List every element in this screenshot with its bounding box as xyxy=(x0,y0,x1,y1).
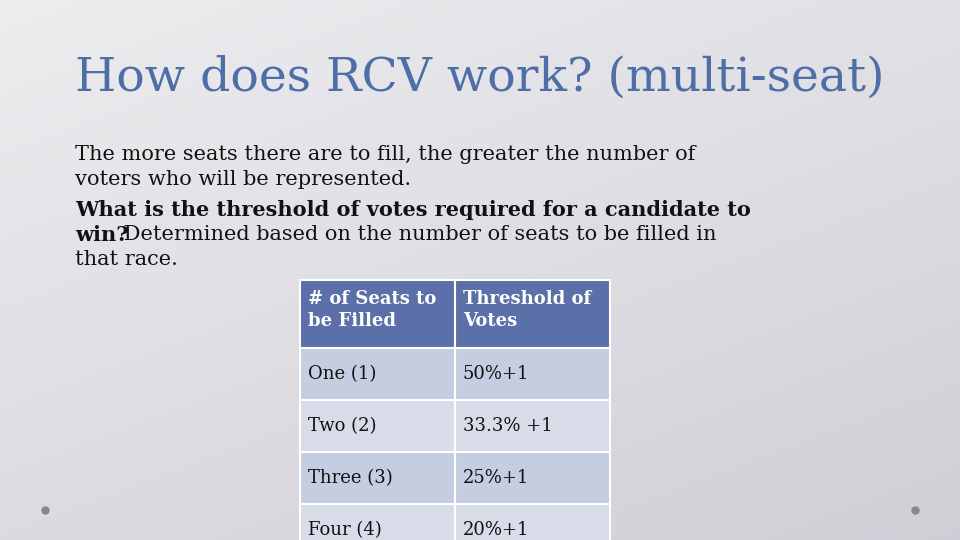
Text: Two (2): Two (2) xyxy=(308,417,376,435)
Bar xyxy=(455,452,610,504)
Bar xyxy=(300,280,455,348)
Bar xyxy=(300,504,455,540)
Text: How does RCV work? (multi-seat): How does RCV work? (multi-seat) xyxy=(75,55,884,100)
Text: 25%+1: 25%+1 xyxy=(463,469,529,487)
Text: Three (3): Three (3) xyxy=(308,469,393,487)
Text: Threshold of
Votes: Threshold of Votes xyxy=(463,290,591,330)
Text: Determined based on the number of seats to be filled in: Determined based on the number of seats … xyxy=(117,225,716,244)
Text: win?: win? xyxy=(75,225,129,245)
Bar xyxy=(455,504,610,540)
Bar xyxy=(455,400,610,452)
Text: that race.: that race. xyxy=(75,250,178,269)
Text: One (1): One (1) xyxy=(308,365,376,383)
Text: 20%+1: 20%+1 xyxy=(463,521,530,539)
Text: # of Seats to
be Filled: # of Seats to be Filled xyxy=(308,290,437,330)
Bar xyxy=(455,348,610,400)
Text: voters who will be represented.: voters who will be represented. xyxy=(75,170,411,189)
Text: What is the threshold of votes required for a candidate to: What is the threshold of votes required … xyxy=(75,200,751,220)
Bar xyxy=(300,452,455,504)
Bar xyxy=(300,348,455,400)
Bar xyxy=(455,280,610,348)
Text: Four (4): Four (4) xyxy=(308,521,382,539)
Text: 33.3% +1: 33.3% +1 xyxy=(463,417,553,435)
Text: The more seats there are to fill, the greater the number of: The more seats there are to fill, the gr… xyxy=(75,145,695,164)
Text: 50%+1: 50%+1 xyxy=(463,365,530,383)
Bar xyxy=(300,400,455,452)
